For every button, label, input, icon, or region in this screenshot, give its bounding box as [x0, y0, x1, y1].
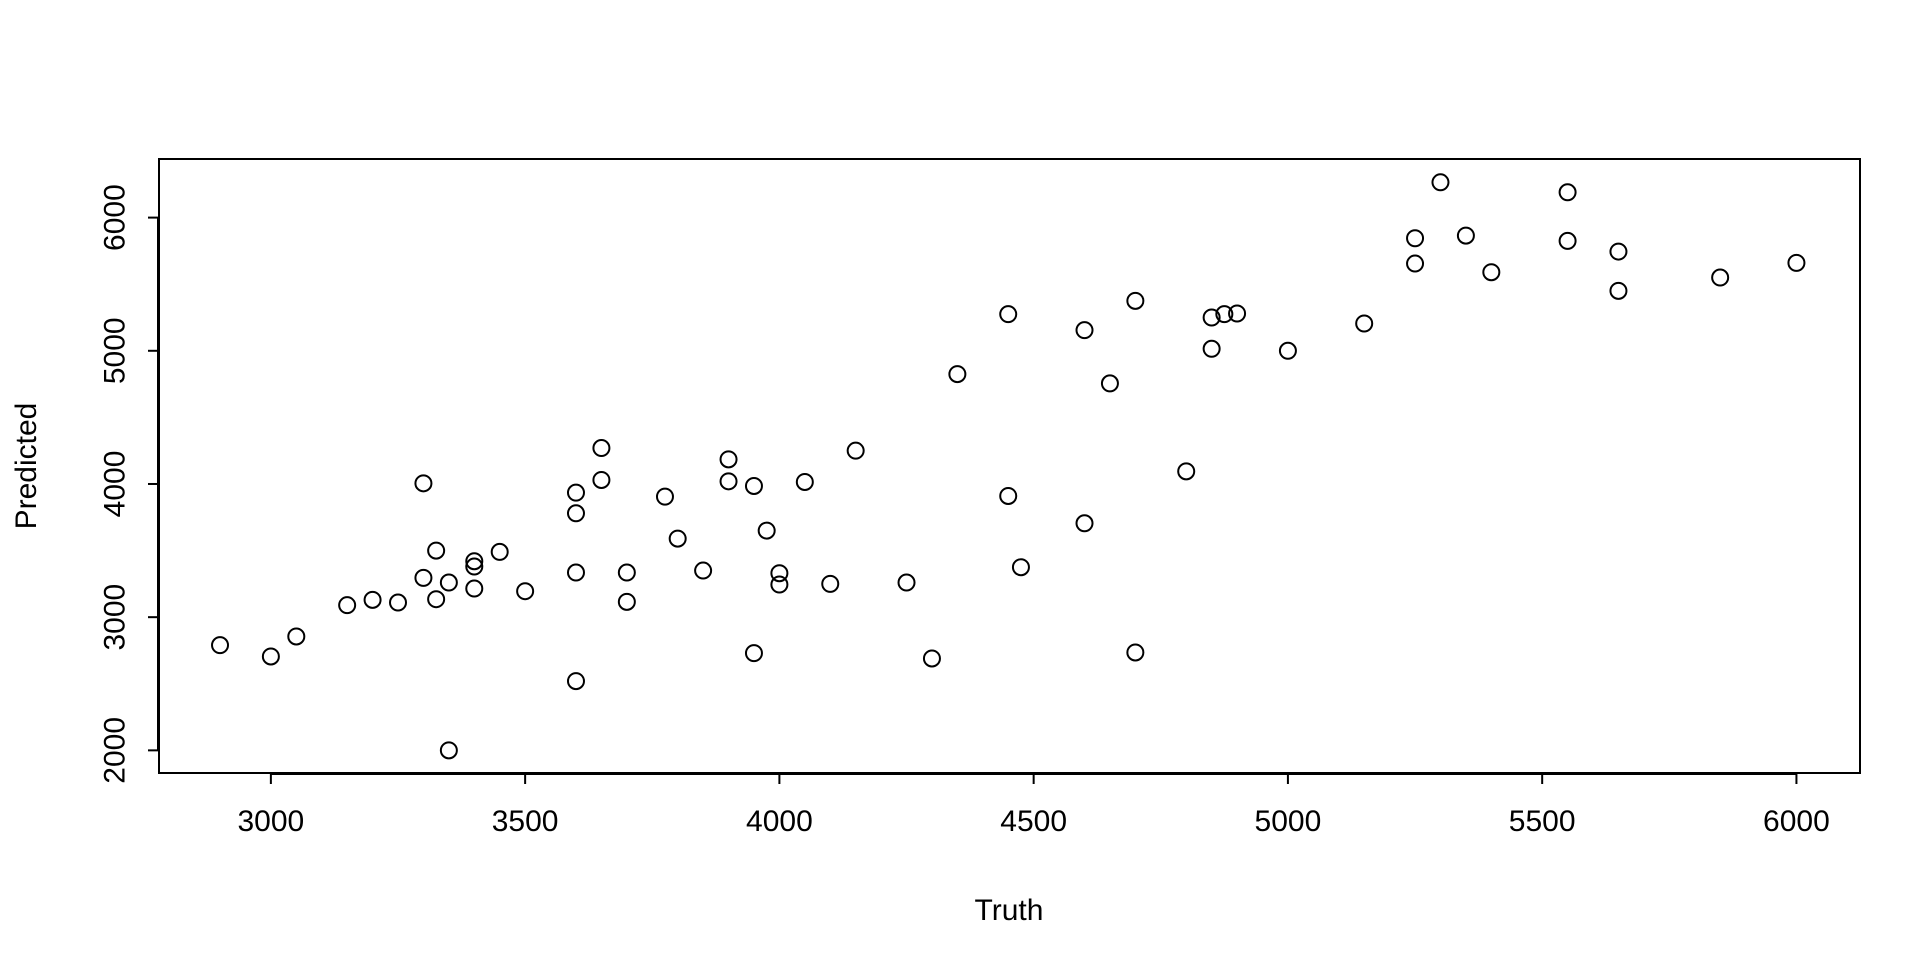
data-point: [566, 563, 585, 582]
data-point: [1278, 341, 1297, 360]
data-point: [211, 636, 230, 655]
data-point: [655, 487, 674, 506]
data-point: [1609, 281, 1628, 300]
data-point: [261, 647, 280, 666]
data-point: [414, 474, 433, 493]
x-tick-label: 4000: [746, 805, 813, 838]
data-point: [719, 450, 738, 469]
data-point: [1202, 308, 1221, 327]
data-point: [465, 552, 484, 571]
data-point: [490, 542, 509, 561]
data-point: [1406, 229, 1425, 248]
x-tick-label: 6000: [1763, 805, 1830, 838]
data-point: [1355, 314, 1374, 333]
data-point: [821, 574, 840, 593]
data-point: [999, 486, 1018, 505]
data-point: [1787, 253, 1806, 272]
data-point: [287, 627, 306, 646]
data-point: [465, 579, 484, 598]
x-tick-label: 5500: [1509, 805, 1576, 838]
y-axis-label: Predicted: [10, 403, 43, 530]
x-tick-label: 3000: [237, 805, 304, 838]
data-point: [1558, 183, 1577, 202]
data-point: [719, 472, 738, 491]
data-point: [1126, 643, 1145, 662]
data-point: [668, 529, 687, 548]
data-point: [566, 672, 585, 691]
data-point: [1215, 305, 1234, 324]
data-point: [770, 575, 789, 594]
data-point: [427, 541, 446, 560]
data-point: [1711, 268, 1730, 287]
data-points: [211, 173, 1806, 760]
data-point: [999, 305, 1018, 324]
data-point: [465, 557, 484, 576]
data-point: [897, 573, 916, 592]
y-tick-label: 5000: [99, 317, 132, 384]
x-tick-label: 5000: [1255, 805, 1322, 838]
data-point: [566, 483, 585, 502]
data-point: [694, 561, 713, 580]
data-point: [1100, 374, 1119, 393]
x-axis: 3000 3500 4000 4500 5000 5500 6000: [237, 773, 1830, 838]
data-point: [363, 590, 382, 609]
data-point: [516, 582, 535, 601]
y-tick-label: 3000: [99, 584, 132, 651]
data-point: [439, 573, 458, 592]
data-point: [744, 644, 763, 663]
data-point: [948, 365, 967, 384]
data-point: [846, 441, 865, 460]
x-tick-label: 3500: [492, 805, 559, 838]
data-point: [757, 521, 776, 540]
data-point: [1609, 242, 1628, 261]
y-axis: 2000 3000 4000 5000 6000: [99, 184, 159, 784]
plot-frame: [158, 158, 1861, 774]
x-tick-label: 4500: [1000, 805, 1067, 838]
data-point: [617, 563, 636, 582]
data-point: [439, 741, 458, 760]
data-point: [427, 590, 446, 609]
data-point: [389, 593, 408, 612]
data-point: [566, 504, 585, 523]
data-point: [1202, 339, 1221, 358]
data-point: [795, 472, 814, 491]
data-point: [770, 564, 789, 583]
data-point: [1177, 462, 1196, 481]
y-tick-label: 4000: [99, 451, 132, 518]
data-point: [1126, 291, 1145, 310]
data-point: [338, 596, 357, 615]
y-tick-label: 2000: [99, 717, 132, 784]
data-point: [922, 649, 941, 668]
data-point: [414, 568, 433, 587]
x-axis-label: Truth: [975, 894, 1044, 927]
data-point: [1075, 514, 1094, 533]
data-point: [617, 592, 636, 611]
data-point: [592, 470, 611, 489]
data-point: [1431, 173, 1450, 192]
data-point: [1558, 231, 1577, 250]
data-point: [1075, 321, 1094, 340]
data-point: [1228, 304, 1247, 323]
data-point: [592, 439, 611, 458]
data-point: [1482, 263, 1501, 282]
data-point: [744, 476, 763, 495]
y-tick-label: 6000: [99, 184, 132, 251]
data-point: [1456, 226, 1475, 245]
data-point: [1011, 558, 1030, 577]
data-point: [1406, 254, 1425, 273]
